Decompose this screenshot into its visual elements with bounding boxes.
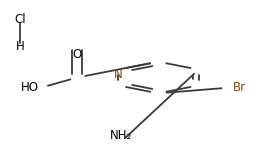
- Text: NH₂: NH₂: [110, 129, 132, 142]
- Text: H: H: [16, 40, 24, 53]
- Text: HO: HO: [21, 81, 39, 94]
- Text: Cl: Cl: [14, 13, 26, 26]
- Text: Br: Br: [233, 81, 246, 94]
- Text: N: N: [114, 68, 122, 81]
- Text: O: O: [73, 48, 82, 61]
